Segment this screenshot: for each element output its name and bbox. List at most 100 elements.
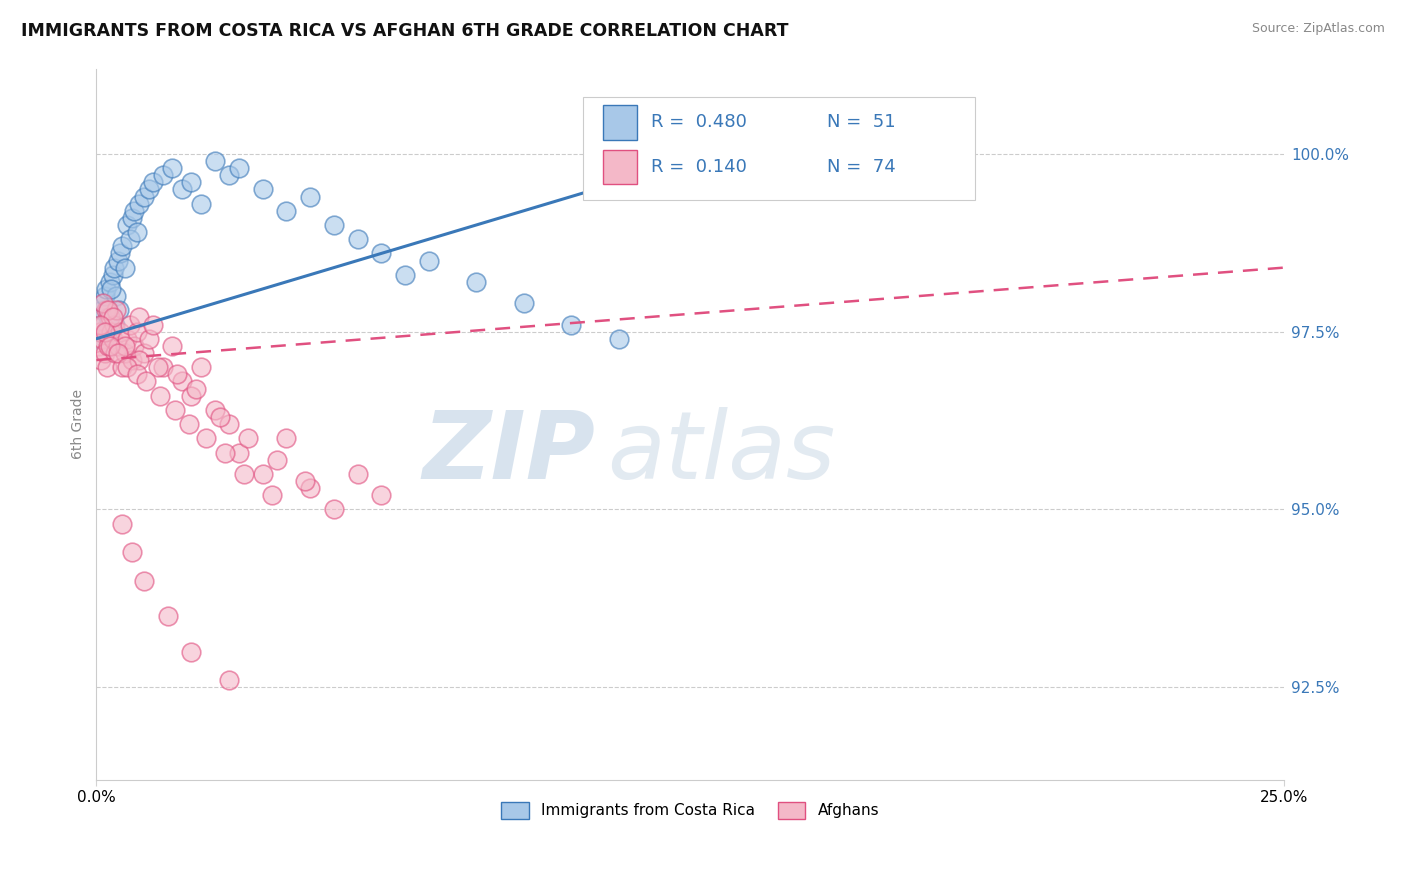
Point <box>180 389 202 403</box>
Point <box>266 452 288 467</box>
Point <box>299 189 322 203</box>
Point <box>138 332 160 346</box>
Point <box>97 303 120 318</box>
Point <box>124 203 146 218</box>
Point <box>115 218 138 232</box>
Point <box>132 574 155 588</box>
Point <box>370 488 392 502</box>
Point <box>132 189 155 203</box>
Point <box>346 232 368 246</box>
Point <box>177 417 200 431</box>
Point <box>114 339 136 353</box>
Text: atlas: atlas <box>607 407 835 498</box>
Point <box>107 339 129 353</box>
Point <box>111 516 134 531</box>
Point <box>91 332 114 346</box>
Point <box>218 673 240 687</box>
Point <box>118 232 141 246</box>
Point <box>142 175 165 189</box>
Point <box>98 275 121 289</box>
Point <box>118 318 141 332</box>
Point <box>91 303 114 318</box>
Point <box>149 389 172 403</box>
Point <box>204 153 226 168</box>
Point <box>115 360 138 375</box>
Point <box>96 360 118 375</box>
Point <box>370 246 392 260</box>
Point <box>135 375 157 389</box>
Point <box>238 431 260 445</box>
Point <box>228 161 250 175</box>
Point <box>101 310 124 325</box>
Point <box>125 325 148 339</box>
Point <box>111 239 134 253</box>
Point <box>87 339 110 353</box>
Point <box>111 360 134 375</box>
Point <box>128 310 150 325</box>
Point <box>107 253 129 268</box>
Text: ZIP: ZIP <box>422 407 595 499</box>
Point <box>138 182 160 196</box>
Point <box>218 417 240 431</box>
Point <box>232 467 254 481</box>
Point <box>513 296 536 310</box>
Point <box>87 332 110 346</box>
Point <box>170 182 193 196</box>
Point <box>107 346 129 360</box>
Point <box>121 353 143 368</box>
Point <box>103 260 125 275</box>
Text: N =  51: N = 51 <box>827 113 896 131</box>
Point <box>208 409 231 424</box>
Point <box>115 332 138 346</box>
Point <box>101 332 124 346</box>
Point <box>917 153 939 168</box>
Point <box>180 645 202 659</box>
Point <box>204 402 226 417</box>
Point <box>90 318 112 332</box>
Point <box>98 339 121 353</box>
Point <box>166 368 188 382</box>
Point <box>170 375 193 389</box>
Point <box>128 353 150 368</box>
Text: N =  74: N = 74 <box>827 158 896 176</box>
Point <box>114 346 136 360</box>
FancyBboxPatch shape <box>603 150 637 185</box>
Point <box>105 289 128 303</box>
Point <box>93 296 115 310</box>
Text: R =  0.480: R = 0.480 <box>651 113 747 131</box>
Point <box>121 545 143 559</box>
Point <box>121 211 143 225</box>
Point <box>124 339 146 353</box>
Point <box>276 203 298 218</box>
Point <box>252 182 274 196</box>
Point <box>108 325 131 339</box>
Point <box>93 318 115 332</box>
Point <box>132 346 155 360</box>
Point <box>607 332 630 346</box>
Point <box>97 339 120 353</box>
Point <box>98 310 121 325</box>
Point <box>214 445 236 459</box>
Point <box>184 382 207 396</box>
Point <box>93 296 115 310</box>
Point <box>89 325 111 339</box>
Text: IMMIGRANTS FROM COSTA RICA VS AFGHAN 6TH GRADE CORRELATION CHART: IMMIGRANTS FROM COSTA RICA VS AFGHAN 6TH… <box>21 22 789 40</box>
Point <box>190 360 212 375</box>
Point <box>103 318 125 332</box>
Point <box>162 339 184 353</box>
Point <box>100 282 122 296</box>
FancyBboxPatch shape <box>583 97 976 200</box>
Point <box>163 402 186 417</box>
Point <box>96 325 118 339</box>
Point <box>146 360 169 375</box>
Point <box>152 360 174 375</box>
Point <box>125 225 148 239</box>
Point <box>142 318 165 332</box>
Point <box>94 282 117 296</box>
Y-axis label: 6th Grade: 6th Grade <box>72 389 86 459</box>
Point <box>394 268 416 282</box>
Point <box>89 325 111 339</box>
Point <box>128 196 150 211</box>
Point <box>560 318 582 332</box>
Point <box>108 246 131 260</box>
